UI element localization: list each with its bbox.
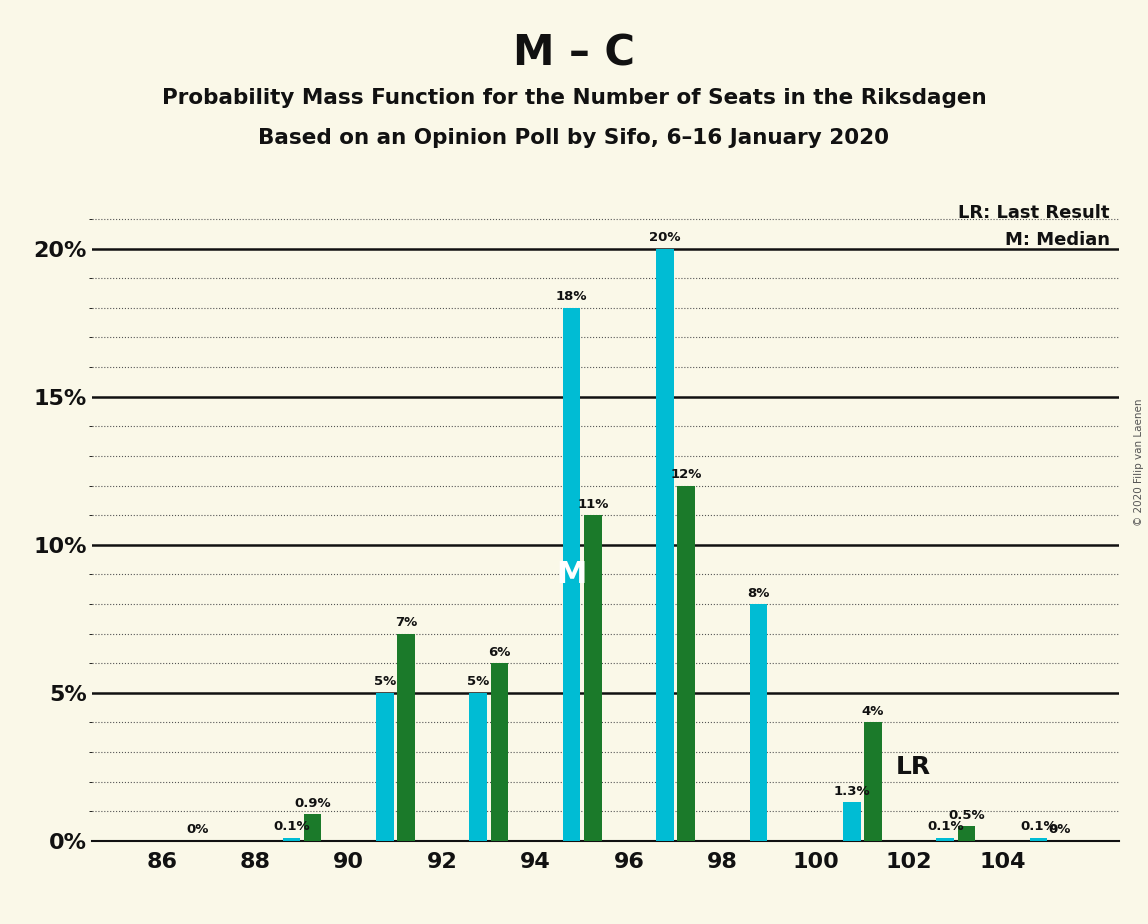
Text: LR: Last Result: LR: Last Result (959, 204, 1110, 223)
Text: 0.1%: 0.1% (926, 821, 963, 833)
Bar (677, 485, 695, 841)
Text: LR: LR (895, 755, 931, 779)
Text: Based on an Opinion Poll by Sifo, 6–16 January 2020: Based on an Opinion Poll by Sifo, 6–16 J… (258, 128, 890, 148)
Text: 11%: 11% (577, 498, 608, 511)
Text: 0.1%: 0.1% (1021, 821, 1057, 833)
Text: 20%: 20% (650, 231, 681, 244)
Bar (490, 663, 509, 841)
Bar (864, 723, 882, 841)
Bar (937, 838, 954, 841)
Text: 0%: 0% (1048, 823, 1071, 836)
Bar (377, 693, 394, 841)
Bar (397, 634, 414, 841)
Bar (957, 826, 975, 841)
Text: M: M (557, 560, 587, 589)
Bar (750, 604, 767, 841)
Text: 8%: 8% (747, 587, 769, 600)
Text: 5%: 5% (373, 675, 396, 688)
Text: 4%: 4% (862, 705, 884, 718)
Text: 5%: 5% (467, 675, 489, 688)
Bar (282, 838, 300, 841)
Text: M: Median: M: Median (1004, 231, 1110, 249)
Bar (584, 516, 602, 841)
Bar (657, 249, 674, 841)
Bar (843, 802, 861, 841)
Bar (470, 693, 487, 841)
Text: M – C: M – C (513, 32, 635, 74)
Bar (563, 308, 581, 841)
Text: 1.3%: 1.3% (833, 784, 870, 798)
Bar (1030, 838, 1047, 841)
Text: 12%: 12% (670, 468, 701, 481)
Text: 0.5%: 0.5% (948, 808, 985, 821)
Text: 6%: 6% (488, 646, 511, 659)
Text: © 2020 Filip van Laenen: © 2020 Filip van Laenen (1134, 398, 1143, 526)
Text: 0.1%: 0.1% (273, 821, 310, 833)
Text: 18%: 18% (556, 290, 588, 303)
Text: 0.9%: 0.9% (294, 796, 331, 809)
Text: 7%: 7% (395, 616, 417, 629)
Text: Probability Mass Function for the Number of Seats in the Riksdagen: Probability Mass Function for the Number… (162, 88, 986, 108)
Bar (304, 814, 321, 841)
Text: 0%: 0% (187, 823, 209, 836)
